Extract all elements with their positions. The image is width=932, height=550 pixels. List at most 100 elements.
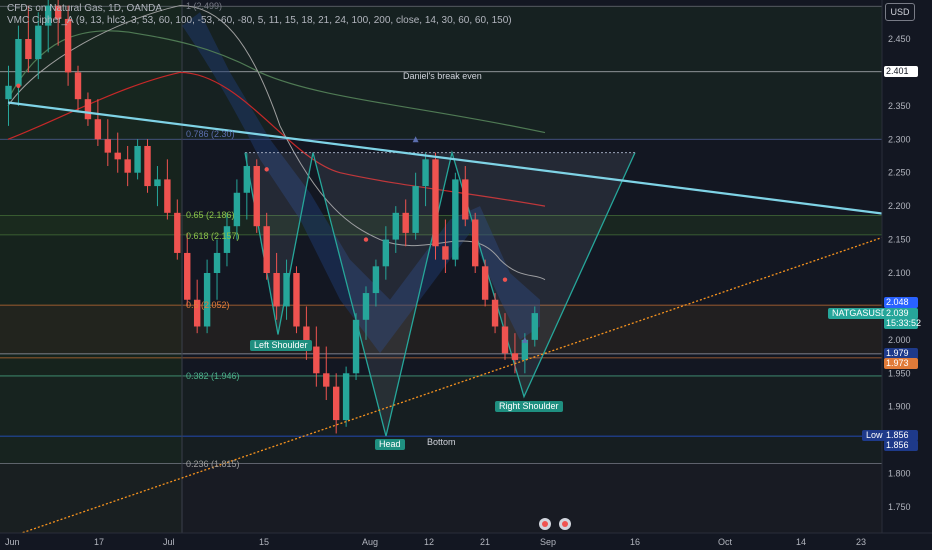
candle-body[interactable] <box>432 159 439 247</box>
ma-mid-line <box>7 71 546 207</box>
right-shoulder-label[interactable]: Right Shoulder <box>495 401 563 412</box>
candle-body[interactable] <box>184 252 191 300</box>
indicator-cloud <box>182 12 540 354</box>
candle-body[interactable] <box>25 39 32 60</box>
candle-body[interactable] <box>332 386 340 421</box>
level-a-tag: 1.979 <box>884 348 918 359</box>
candle-body[interactable] <box>174 212 181 253</box>
candle-body[interactable] <box>74 72 82 100</box>
price-axis[interactable]: 2.450 2.350 2.300 2.250 2.200 2.150 2.100 2.000… <box>888 34 911 512</box>
candle-body[interactable] <box>481 266 489 300</box>
price-tick: 2.350 <box>888 101 911 111</box>
candle-body[interactable] <box>402 212 409 233</box>
candle-body[interactable] <box>243 166 251 193</box>
last-price-tag: 2.039 <box>884 308 918 319</box>
candle-body[interactable] <box>263 226 270 273</box>
time-tick: 21 <box>480 537 490 547</box>
candle-body[interactable] <box>323 373 330 387</box>
candle-body[interactable] <box>452 179 459 260</box>
fib-label-618: 0.618 (2.157) <box>186 231 240 241</box>
candle-body[interactable] <box>412 186 419 233</box>
candle-body[interactable] <box>134 145 141 173</box>
candle-body[interactable] <box>94 119 102 140</box>
candle-body[interactable] <box>372 266 380 294</box>
candle-body[interactable] <box>104 139 111 153</box>
breakeven-price-tag: 2.401 <box>884 66 918 77</box>
candle-body[interactable] <box>15 39 22 86</box>
candle-body[interactable] <box>531 313 538 340</box>
pattern-fill <box>245 152 635 437</box>
time-tick: Sep <box>540 537 556 547</box>
pattern-outline <box>244 150 636 437</box>
candle-body[interactable] <box>124 159 131 173</box>
countdown-tag: 15:33:52 <box>884 318 922 329</box>
candle-body[interactable] <box>352 319 360 374</box>
candle-body[interactable] <box>392 212 399 240</box>
support-dotted-line[interactable] <box>0 236 882 541</box>
candle-body[interactable] <box>213 252 221 273</box>
candle-body[interactable] <box>233 192 241 227</box>
candle-body[interactable] <box>491 299 499 327</box>
bottom-label: Bottom <box>427 437 456 447</box>
candle-body[interactable] <box>521 339 529 360</box>
fib-label-65: 0.65 (2.186) <box>186 210 235 220</box>
candle-body[interactable] <box>54 5 62 19</box>
price-tick: 1.750 <box>888 502 911 512</box>
signal-triangle <box>412 136 419 143</box>
candle-body[interactable] <box>511 353 519 360</box>
candle-body[interactable] <box>382 239 390 267</box>
candle-body[interactable] <box>154 179 161 187</box>
candle-body[interactable] <box>45 5 52 26</box>
head-label[interactable]: Head <box>375 439 405 450</box>
symbol-title[interactable]: CFDs on Natural Gas, 1D, OANDA <box>7 3 163 14</box>
price-tick: 2.000 <box>888 335 911 345</box>
fib-band-382-236 <box>0 375 882 464</box>
indicator-legend[interactable]: VMC Cipher_A (9, 13, hlc3, 3, 53, 60, 10… <box>7 15 512 26</box>
candle-body[interactable] <box>64 18 72 73</box>
candle-body[interactable] <box>84 99 92 120</box>
time-tick: Aug <box>362 537 378 547</box>
candle-body[interactable] <box>342 373 350 421</box>
price-tick: 1.800 <box>888 469 911 479</box>
time-tick: 16 <box>630 537 640 547</box>
currency-button[interactable]: USD <box>885 3 915 21</box>
price-tick: 1.900 <box>888 402 911 412</box>
price-tick: 2.100 <box>888 268 911 278</box>
candle-body[interactable] <box>362 293 370 320</box>
candle-body[interactable] <box>283 273 290 307</box>
chart-header: CFDs on Natural Gas, 1D, OANDA VMC Ciphe… <box>7 3 512 27</box>
candle-body[interactable] <box>193 299 201 327</box>
candle-body[interactable] <box>223 226 231 253</box>
candle-body[interactable] <box>144 145 151 187</box>
resistance-trendline[interactable] <box>7 101 882 215</box>
candle-body[interactable] <box>114 152 121 160</box>
candle-body[interactable] <box>164 179 171 213</box>
candle-body[interactable] <box>501 326 509 354</box>
candle-body[interactable] <box>472 219 479 267</box>
candle-body[interactable] <box>5 85 12 100</box>
candle-body[interactable] <box>273 273 280 307</box>
left-shoulder-label[interactable]: Left Shoulder <box>250 340 312 351</box>
price-tick: 1.950 <box>888 368 911 378</box>
candle-body[interactable] <box>422 159 429 187</box>
ma-fast-line <box>7 5 546 281</box>
fib-band-bottom <box>0 463 882 533</box>
fib-label-382: 0.382 (1.946) <box>186 371 240 381</box>
fib-label-1: 1 (2.499) <box>186 1 223 11</box>
fib-band-5 <box>0 305 882 354</box>
price-tick: 2.150 <box>888 235 911 245</box>
candle-body[interactable] <box>462 179 469 220</box>
level-b-tag: 1.973 <box>884 358 918 369</box>
price-tick: 2.200 <box>888 201 911 211</box>
candle-body[interactable] <box>253 166 260 227</box>
candle-body[interactable] <box>293 273 300 327</box>
candle-body[interactable] <box>35 25 42 60</box>
candle-body[interactable] <box>442 246 449 260</box>
candle-body[interactable] <box>313 346 320 374</box>
signal-triangle <box>521 336 528 343</box>
candle-body[interactable] <box>203 273 211 327</box>
time-axis[interactable]: Jun 17 Jul 15 Aug 12 21 Sep 16 Oct 14 23 <box>5 537 866 547</box>
candle-body[interactable] <box>303 326 310 347</box>
event-badges[interactable] <box>539 518 571 530</box>
